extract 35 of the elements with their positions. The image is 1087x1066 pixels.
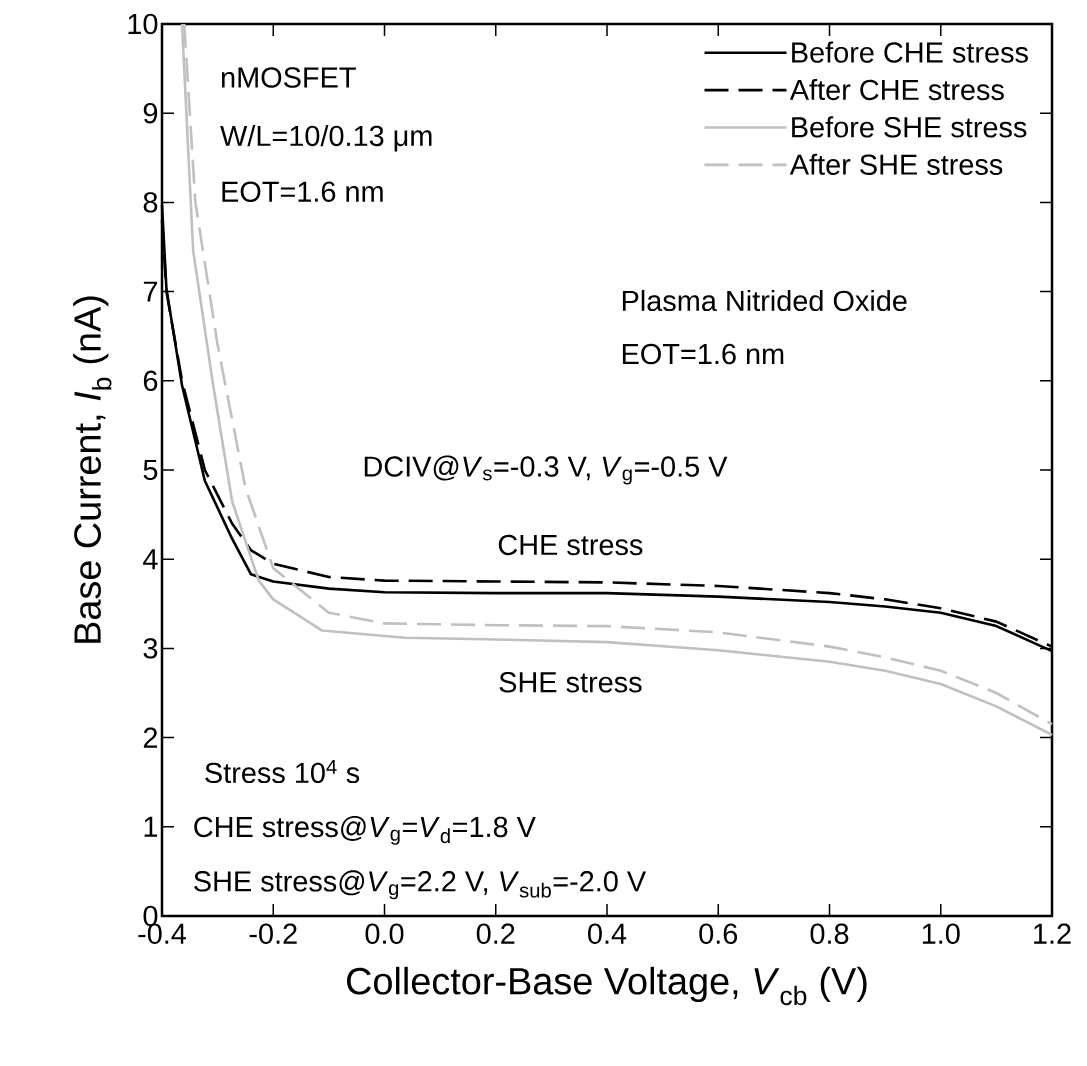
x-tick-label: 0.0 <box>365 923 404 944</box>
y-tick-label: 8 <box>143 192 158 213</box>
annotation: Plasma Nitrided Oxide <box>622 289 907 312</box>
y-tick-label: 1 <box>144 816 158 837</box>
y-tick-label: 10 <box>128 13 158 35</box>
annotation: SHE stress@V$_{g}$=2.2 V, V$_{sub}$=-2.0 V <box>194 870 647 900</box>
legend-label: After SHE stress <box>789 153 1003 175</box>
y-tick-label: 9 <box>143 102 158 124</box>
y-tick-label: 5 <box>143 459 158 481</box>
annotation: EOT=1.6 nm <box>222 181 383 202</box>
legend-label: After CHE stress <box>789 78 1004 101</box>
annotation: nMOSFET <box>221 67 356 88</box>
x-tick-label: 0.6 <box>699 923 738 944</box>
annotation: CHE stress <box>498 534 643 556</box>
y-tick-label: 2 <box>143 727 158 748</box>
x-tick-label: 0.8 <box>810 923 849 944</box>
annotation: EOT=1.6 nm <box>622 343 784 365</box>
x-tick-label: 1.2 <box>1034 923 1071 944</box>
x-tick-label: -0.2 <box>249 923 297 944</box>
annotation: W/L=10/0.13 μm <box>220 124 432 152</box>
annotation: CHE stress@V$_{g}$=V$_{d}$=1.8 V <box>194 815 536 845</box>
x-tick-label: 1.0 <box>922 923 960 944</box>
y-tick-label: 3 <box>143 638 158 659</box>
x-axis-title: Collector-Base Voltage, V$_{cb}$ (V) <box>347 966 867 1006</box>
legend-label: Before CHE stress <box>792 41 1028 63</box>
x-tick-label: 0.4 <box>588 923 627 944</box>
annotation: DCIV@V$_{s}$=-0.3 V, V$_{g}$=-0.5 V <box>364 455 728 485</box>
y-tick-label: 7 <box>143 281 158 302</box>
y-axis-title: Base Current, I$_{b}$ (nA) <box>73 296 112 643</box>
y-tick-label: 6 <box>143 370 158 392</box>
annotation: SHE stress <box>499 672 642 693</box>
x-tick-label: 0.2 <box>476 923 515 944</box>
y-tick-label: 4 <box>143 549 158 570</box>
annotation: Stress 10$^{4}$ s <box>205 759 360 784</box>
legend-label: Before SHE stress <box>792 116 1027 138</box>
